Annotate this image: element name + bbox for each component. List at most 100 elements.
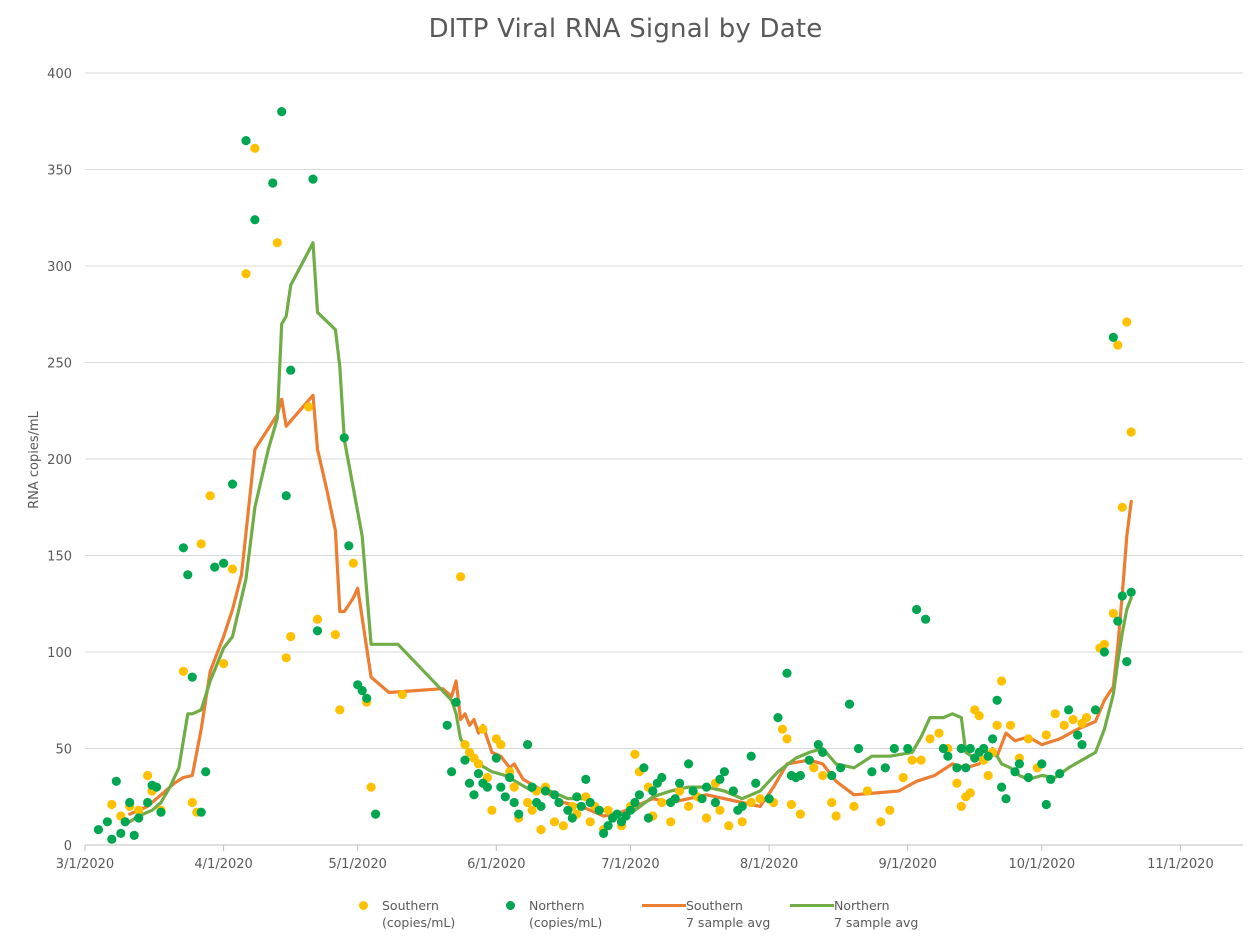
data-point-southern — [1050, 709, 1060, 719]
average-lines — [128, 241, 1133, 824]
data-point-southern — [831, 811, 841, 821]
data-point-northern — [178, 543, 188, 553]
x-tick-label: 8/1/2020 — [740, 857, 798, 872]
data-point-southern — [536, 825, 546, 835]
data-point-northern — [697, 794, 707, 804]
data-point-northern — [1126, 587, 1136, 597]
legend-marker-dot-icon — [506, 901, 515, 910]
legend-item: Northern 7 sample avg — [790, 897, 930, 931]
chart-title: DITP Viral RNA Signal by Date — [428, 14, 823, 44]
data-point-southern — [1041, 730, 1051, 740]
data-point-northern — [612, 809, 622, 819]
data-point-southern — [997, 676, 1007, 686]
data-point-northern — [813, 740, 823, 750]
y-tick-label: 400 — [47, 67, 72, 82]
data-point-northern — [634, 790, 645, 800]
data-point-northern — [965, 743, 975, 754]
data-point-northern — [125, 797, 135, 808]
data-point-northern — [938, 743, 949, 754]
data-point-southern — [219, 659, 229, 669]
data-point-southern — [1113, 340, 1123, 350]
legend-label-line: (copies/mL) — [529, 915, 603, 930]
data-point-southern — [916, 755, 926, 765]
legend-item: Northern (copies/mL) — [502, 897, 642, 931]
data-point-southern — [549, 817, 560, 827]
data-point-southern — [684, 801, 694, 812]
data-point-northern — [250, 215, 260, 225]
data-point-northern — [442, 720, 452, 730]
data-point-northern — [992, 695, 1002, 705]
data-point-southern — [1099, 639, 1109, 649]
data-point-northern — [1108, 332, 1118, 342]
data-point-southern — [227, 564, 238, 574]
y-tick-label: 150 — [47, 550, 72, 565]
data-point-northern — [746, 751, 756, 761]
legend-marker-line-icon — [642, 904, 686, 907]
data-point-northern — [496, 782, 506, 792]
data-point-northern — [889, 743, 899, 754]
data-point-southern — [143, 770, 153, 781]
data-point-northern — [675, 778, 685, 788]
data-point-northern — [572, 792, 582, 802]
scatter-points — [93, 107, 1136, 844]
data-point-northern — [344, 541, 354, 551]
data-point-southern — [827, 797, 837, 808]
data-point-northern — [473, 769, 484, 779]
data-point-northern — [339, 433, 349, 443]
data-point-northern — [134, 813, 144, 823]
data-point-northern — [836, 763, 846, 773]
data-point-northern — [219, 558, 229, 568]
data-point-southern — [885, 805, 895, 815]
data-point-northern — [93, 825, 103, 835]
data-point-northern — [1064, 705, 1074, 715]
data-point-northern — [773, 713, 783, 723]
data-point-northern — [357, 686, 367, 696]
data-point-northern — [921, 614, 931, 624]
data-point-northern — [585, 797, 595, 808]
data-point-northern — [728, 786, 738, 796]
data-point-southern — [983, 770, 993, 781]
data-point-northern — [599, 828, 609, 839]
x-tick-label: 9/1/2020 — [878, 857, 936, 872]
data-point-northern — [701, 782, 712, 792]
data-point-southern — [1059, 720, 1069, 730]
legend-label: Southern 7 sample avg — [686, 897, 770, 931]
data-point-southern — [348, 558, 358, 568]
y-tick-label: 0 — [64, 839, 72, 854]
data-point-southern — [934, 728, 944, 738]
x-tick-label: 6/1/2020 — [467, 857, 525, 872]
data-point-northern — [1037, 759, 1047, 769]
data-point-northern — [719, 767, 730, 777]
data-point-southern — [523, 797, 533, 808]
data-point-northern — [129, 830, 139, 841]
data-point-northern — [500, 792, 510, 802]
data-point-northern — [567, 813, 577, 823]
data-point-northern — [751, 778, 761, 788]
data-point-southern — [724, 821, 734, 831]
data-point-northern — [715, 774, 725, 785]
data-point-southern — [558, 821, 569, 831]
data-point-northern — [527, 782, 537, 792]
y-tick-label: 50 — [55, 743, 72, 758]
legend-marker-dot-icon — [359, 901, 368, 910]
data-point-southern — [496, 740, 506, 750]
legend-label: Southern (copies/mL) — [382, 897, 455, 931]
data-point-southern — [952, 778, 962, 788]
data-point-northern — [782, 668, 792, 678]
data-point-southern — [178, 666, 188, 676]
data-point-northern — [1113, 616, 1123, 626]
legend-label: Northern 7 sample avg — [834, 897, 918, 931]
data-point-northern — [684, 759, 694, 769]
y-tick-label: 200 — [47, 453, 72, 468]
data-point-northern — [523, 740, 533, 750]
data-point-southern — [956, 801, 966, 812]
data-point-southern — [1081, 713, 1092, 723]
data-point-southern — [478, 724, 488, 734]
data-point-southern — [786, 799, 797, 810]
data-point-southern — [809, 763, 819, 773]
data-point-southern — [281, 653, 291, 663]
x-tick-label: 4/1/2020 — [194, 857, 252, 872]
data-point-northern — [277, 107, 287, 117]
y-tick-label: 100 — [47, 646, 72, 661]
